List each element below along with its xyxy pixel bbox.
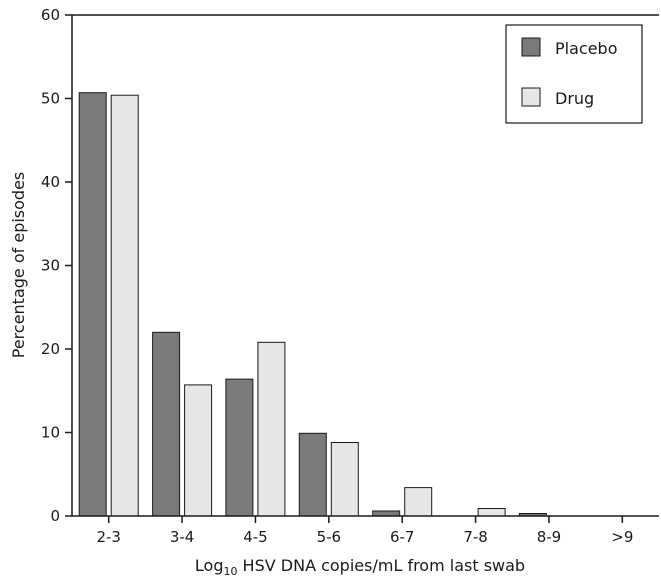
bar-drug-3 [257,341,286,517]
bar-drug-6 [477,508,506,517]
y-tick-label-0: 0 [50,507,60,525]
legend-label-placebo: Placebo [555,39,617,58]
legend: Placebo Drug [505,24,643,124]
x-axis-label-suffix: HSV DNA copies/mL from last swab [237,556,525,575]
x-tick-label-6: 7-8 [463,528,488,546]
bar-drug-4 [330,442,359,517]
bar-placebo-4 [298,432,327,517]
x-tick-label-1: 2-3 [96,528,121,546]
bar-drug-5 [404,487,433,517]
x-tick-label-3: 4-5 [243,528,268,546]
y-ticks-layer: 0 10 20 30 40 50 60 [41,6,72,525]
y-tick-label-20: 20 [41,340,60,358]
x-ticks-layer: 2-3 3-4 4-5 5-6 6-7 7-8 8-9 >9 [96,516,633,546]
x-axis-label: Log10 HSV DNA copies/mL from last swab [195,556,525,578]
y-tick-label-10: 10 [41,424,60,442]
legend-label-drug: Drug [555,89,594,108]
bars-layer [78,92,547,517]
x-tick-label-4: 5-6 [317,528,342,546]
bar-placebo-3 [225,378,254,517]
x-tick-label-7: 8-9 [537,528,562,546]
x-axis-label-subscript: 10 [223,565,237,578]
y-axis-label: Percentage of episodes [9,172,28,359]
legend-swatch-drug [521,87,541,107]
x-tick-label-5: 6-7 [390,528,415,546]
bar-placebo-2 [152,331,181,517]
x-axis-label-prefix: Log [195,556,224,575]
y-tick-label-50: 50 [41,90,60,108]
x-tick-label-8: >9 [611,528,633,546]
y-tick-label-30: 30 [41,257,60,275]
bar-drug-2 [184,384,213,517]
bar-drug-1 [110,94,139,517]
y-tick-label-40: 40 [41,173,60,191]
bar-placebo-1 [78,92,107,517]
y-tick-label-60: 60 [41,6,60,24]
x-tick-label-2: 3-4 [170,528,195,546]
legend-swatch-placebo [521,37,541,57]
